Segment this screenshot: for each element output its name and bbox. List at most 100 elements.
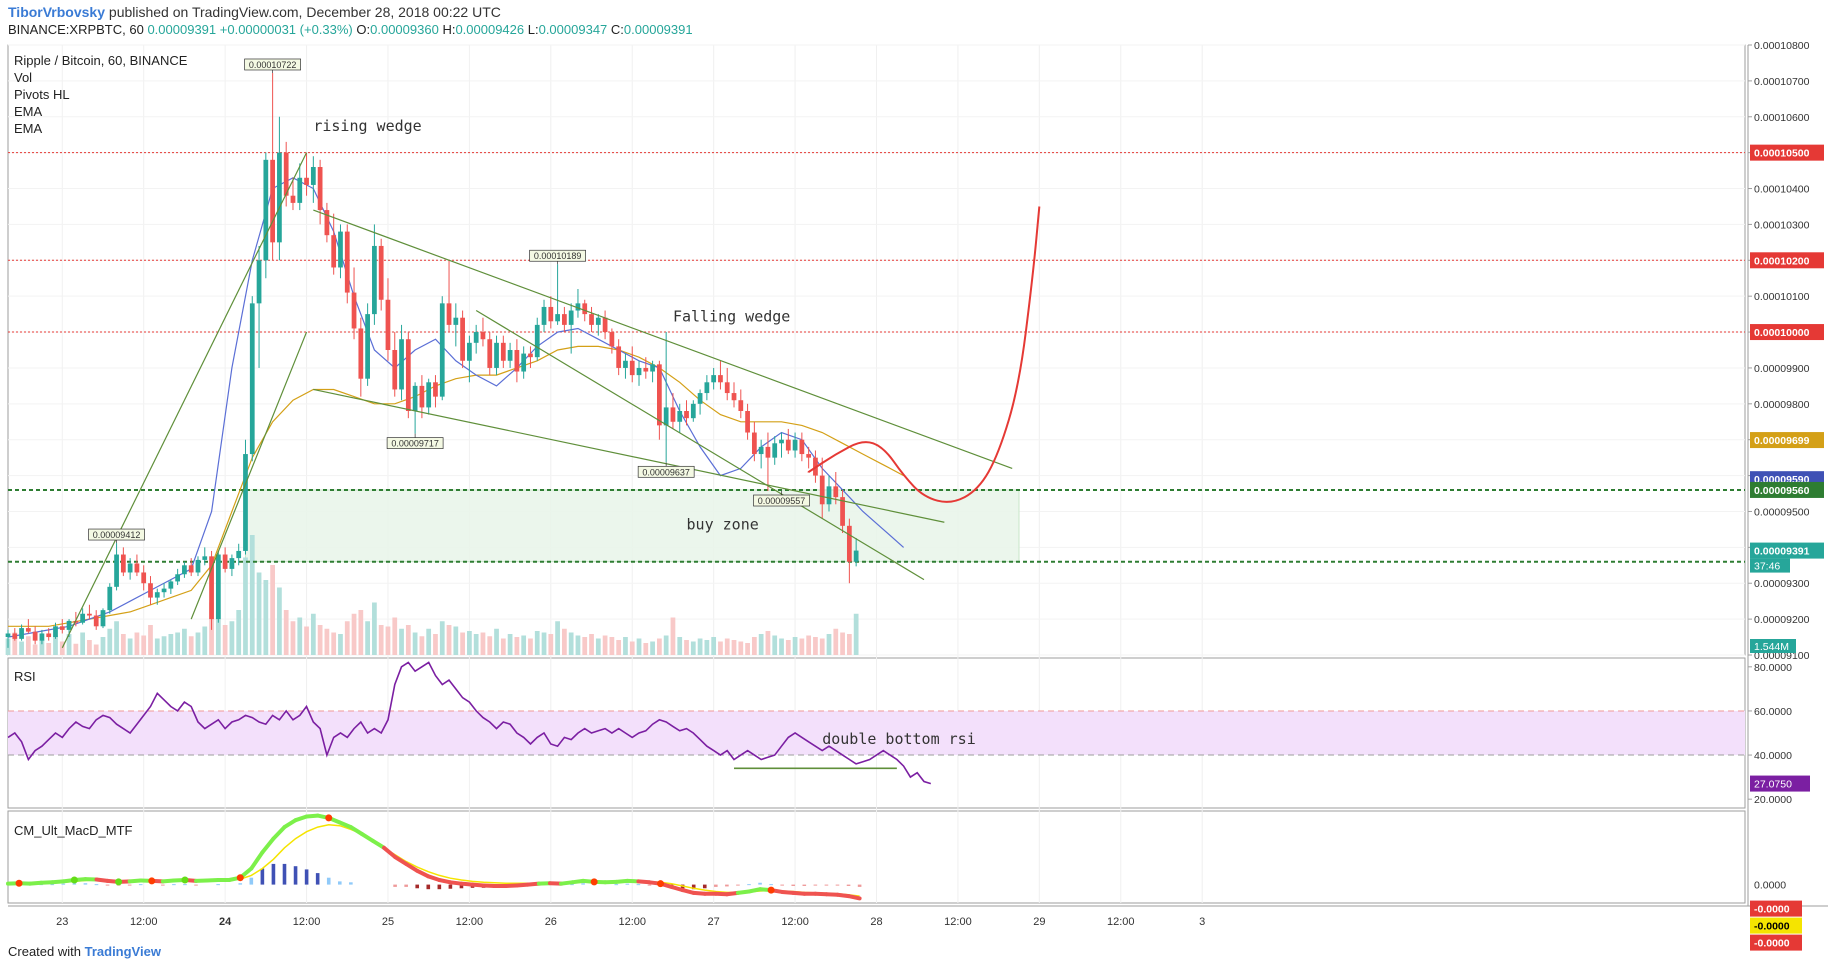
volume-bar xyxy=(473,634,479,655)
candle-body xyxy=(528,353,533,358)
candle-body xyxy=(59,626,65,630)
volume-bar xyxy=(636,638,642,655)
price-change: +0.00000031 (+0.33%) xyxy=(219,22,353,37)
price-label-tag xyxy=(1750,432,1824,449)
candle-body xyxy=(80,613,86,623)
candle-body xyxy=(100,610,106,627)
candle-body xyxy=(806,454,812,458)
macd-cross-dot xyxy=(236,874,244,882)
trendline xyxy=(61,152,308,649)
volume-bar xyxy=(53,635,58,655)
close-label: C: xyxy=(610,22,624,37)
candle-body xyxy=(365,314,370,379)
candle-body xyxy=(636,367,642,376)
legend-pivots[interactable]: Pivots HL xyxy=(14,87,70,102)
volume-bar xyxy=(412,632,418,655)
pivot-label: 0.00009717 xyxy=(391,439,439,449)
candle-body xyxy=(25,628,31,632)
candle-body xyxy=(412,385,418,411)
legend-ema-2[interactable]: EMA xyxy=(14,121,43,136)
macd-value-text: -0.0000 xyxy=(1754,921,1790,933)
volume-bar xyxy=(392,617,398,655)
candle-body xyxy=(188,565,194,573)
volume-bar xyxy=(175,632,181,655)
candle-body xyxy=(758,446,764,455)
candle-body xyxy=(711,375,717,383)
candle-body xyxy=(405,339,411,411)
candle-body xyxy=(582,303,588,315)
candle-body xyxy=(595,317,601,325)
macd-legend[interactable]: CM_Ult_MacD_MTF xyxy=(14,823,133,838)
legend-title[interactable]: Ripple / Bitcoin, 60, BINANCE xyxy=(14,53,188,68)
volume-bar xyxy=(616,640,622,655)
candle-body xyxy=(19,628,24,639)
macd-histogram-bar xyxy=(614,884,619,886)
candle-body xyxy=(324,210,330,236)
candle-body xyxy=(765,446,771,458)
candle-body xyxy=(243,454,248,551)
macd-histogram-bar xyxy=(802,884,807,886)
tradingview-brand[interactable]: TradingView xyxy=(84,944,161,959)
volume-bar xyxy=(480,632,486,655)
last-price: 0.00009391 xyxy=(147,22,217,37)
y-tick-label: 0.00010800 xyxy=(1754,40,1810,52)
volume-bar xyxy=(446,625,452,655)
y-tick-label: 0.00010100 xyxy=(1754,291,1810,303)
main-legend: Ripple / Bitcoin, 60, BINANCE Vol Pivots… xyxy=(14,52,187,137)
candle-body xyxy=(93,615,99,627)
author-name[interactable]: TiborVrbovsky xyxy=(8,4,106,20)
macd-cross-dot xyxy=(70,876,78,884)
macd-line-segment xyxy=(271,825,287,841)
candle-body xyxy=(372,245,377,315)
trendline xyxy=(313,388,945,523)
macd-histogram-bar xyxy=(415,884,420,889)
rsi-legend[interactable]: RSI xyxy=(14,669,36,684)
volume-bar xyxy=(256,572,262,655)
buy-zone xyxy=(244,489,1020,563)
volume-label: 1.544M xyxy=(1754,641,1789,653)
legend-ema-1[interactable]: EMA xyxy=(14,104,43,119)
candle-body xyxy=(494,342,499,368)
candle-body xyxy=(819,475,825,505)
created-with-text: Created with xyxy=(8,944,81,959)
x-tick-label: 12:00 xyxy=(1107,916,1135,928)
candle-body xyxy=(66,620,72,630)
macd-histogram-bar xyxy=(581,883,585,885)
volume-bar xyxy=(222,625,228,655)
macd-histogram-bar xyxy=(747,884,751,886)
rsi-annotation: double bottom rsi xyxy=(822,730,976,748)
macd-value-text: -0.0000 xyxy=(1754,938,1790,950)
candle-body xyxy=(358,328,364,379)
volume-bar xyxy=(73,643,79,655)
trendline xyxy=(475,310,925,581)
candle-body xyxy=(12,633,18,639)
volume-bar xyxy=(93,644,99,655)
legend-vol[interactable]: Vol xyxy=(14,70,33,85)
volume-bar xyxy=(785,640,791,655)
candle-body xyxy=(202,556,208,560)
macd-cross-dot xyxy=(181,876,189,884)
volume-bar xyxy=(439,621,445,655)
candle-body xyxy=(589,314,594,325)
macd-value-tag xyxy=(1750,900,1802,917)
macd-line-segment xyxy=(382,845,398,859)
volume-bar xyxy=(487,636,493,655)
candle-body xyxy=(127,563,133,573)
candle-body xyxy=(833,486,839,498)
price-label-text: 0.00010500 xyxy=(1754,148,1810,160)
x-tick-label: 28 xyxy=(870,916,882,928)
macd-histogram-bar xyxy=(835,884,840,886)
volume-bar xyxy=(154,638,160,655)
candle-body xyxy=(46,633,52,638)
symbol-label: BINANCE:XRPBTC, 60 xyxy=(8,22,144,37)
volume-bar xyxy=(684,640,689,655)
candle-body xyxy=(521,353,527,372)
volume-bar xyxy=(602,635,608,655)
macd-line-segment xyxy=(359,832,375,843)
volume-bar xyxy=(114,621,119,655)
volume-bar xyxy=(765,631,771,655)
macd-histogram-bar xyxy=(50,884,55,886)
macd-histogram-bar xyxy=(691,884,696,890)
macd-histogram-bar xyxy=(326,877,331,885)
